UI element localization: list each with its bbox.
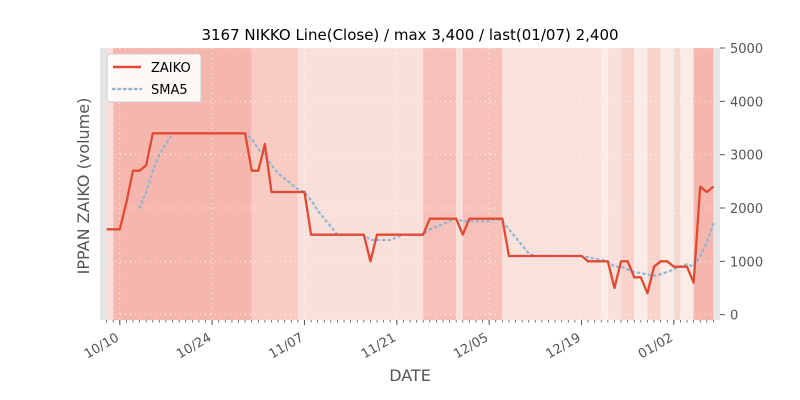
y-tick-label-0: 0 [730,309,738,324]
background-band-6 [456,48,463,320]
legend: ZAIKO SMA5 [106,53,202,103]
grid [100,47,720,320]
background-band-4 [297,48,424,320]
background-band-0 [100,48,107,320]
legend-label-sma5: SMA5 [151,83,188,98]
y-tick-label-1: 1000 [730,255,763,270]
y-tick-label-3: 3000 [730,149,763,164]
series-lines [106,132,715,295]
background-band-8 [502,48,602,320]
background-band-13 [647,48,661,320]
background-bands [100,48,720,320]
background-band-1 [106,48,114,320]
background-band-17 [693,48,714,320]
y-tick-label-5: 5000 [730,42,763,57]
background-band-11 [621,48,635,320]
background-band-10 [607,48,622,320]
chart-title: 3167 NIKKO Line(Close) / max 3,400 / las… [201,26,618,44]
x-axis-label: DATE [389,366,431,385]
y-axis-label: IPPAN ZAIKO (volume) [74,98,93,275]
background-band-9 [601,48,608,320]
series-line-zaiko [106,132,715,295]
background-band-16 [680,48,694,320]
background-band-18 [713,48,720,320]
background-band-5 [423,48,457,320]
y-axis: 0 1000 2000 3000 4000 5000 [720,42,763,324]
background-band-12 [634,48,648,320]
legend-label-zaiko: ZAIKO [151,61,191,76]
y-tick-label-2: 2000 [730,202,763,217]
background-band-14 [660,48,674,320]
background-band-3 [251,48,298,320]
background-band-15 [673,48,681,320]
y-tick-label-4: 4000 [730,95,763,110]
background-band-7 [462,48,503,320]
